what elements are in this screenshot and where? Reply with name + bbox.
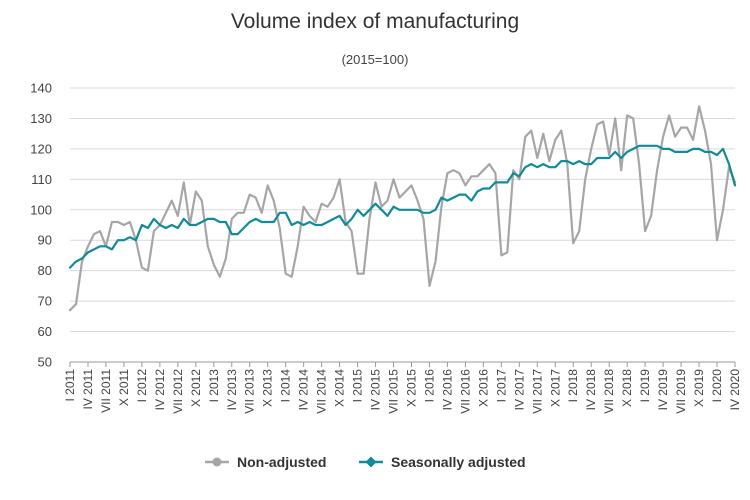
- series-line-non-adjusted: [68, 105, 737, 312]
- x-tick-label: IV 2019: [656, 369, 670, 411]
- x-tick-label: X 2017: [548, 369, 562, 407]
- x-tick-label: I 2017: [494, 369, 508, 403]
- x-tick-label: I 2019: [638, 369, 652, 403]
- x-tick-label: X 2016: [476, 369, 490, 407]
- legend-label-seasonally-adjusted: Seasonally adjusted: [391, 454, 526, 470]
- x-tick-label: VII 2016: [458, 369, 472, 414]
- y-axis-ticks: 50 60 70 80 90 100 110 120 130 140: [30, 81, 52, 370]
- y-tick-label: 80: [38, 263, 52, 278]
- x-tick-label: VII 2014: [315, 369, 329, 414]
- x-tick-label: VII 2017: [530, 369, 544, 414]
- x-tick-label: IV 2011: [81, 369, 95, 410]
- legend[interactable]: Non-adjusted Seasonally adjusted: [205, 454, 526, 470]
- x-tick-label: X 2015: [404, 369, 418, 407]
- series-lines: [68, 105, 737, 312]
- x-tick-label: I 2014: [279, 369, 293, 403]
- x-tick-label: VII 2018: [602, 369, 616, 414]
- y-tick-label: 50: [38, 355, 52, 370]
- chart-subtitle: (2015=100): [342, 52, 409, 67]
- chart-title: Volume index of manufacturing: [231, 10, 519, 33]
- y-tick-label: 60: [38, 324, 52, 339]
- x-tick-label: VII 2012: [171, 369, 185, 414]
- legend-marker-non-adjusted: [212, 457, 222, 467]
- x-tick-label: IV 2015: [369, 369, 383, 411]
- x-tick-label: I 2012: [135, 369, 149, 403]
- x-axis-ticks: I 2011 IV 2011 VII 2011 X 2011 I 2012 IV 2012…: [63, 362, 742, 414]
- x-tick-label: X 2012: [189, 369, 203, 407]
- y-tick-label: 110: [31, 172, 52, 187]
- x-tick-label: IV 2014: [297, 369, 311, 411]
- x-tick-label: I 2013: [207, 369, 221, 403]
- x-tick-label: X 2019: [692, 369, 706, 407]
- x-tick-label: I 2011: [63, 369, 77, 402]
- x-tick-label: X 2018: [620, 369, 634, 407]
- legend-label-non-adjusted: Non-adjusted: [237, 454, 326, 470]
- x-tick-label: I 2020: [710, 369, 724, 403]
- x-tick-label: X 2013: [261, 369, 275, 407]
- legend-item-seasonally-adjusted[interactable]: Seasonally adjusted: [359, 454, 526, 470]
- legend-item-non-adjusted[interactable]: Non-adjusted: [205, 454, 326, 470]
- legend-marker-seasonally-adjusted: [365, 456, 377, 468]
- x-tick-label: X 2014: [333, 369, 347, 407]
- x-tick-label: VII 2011: [99, 369, 113, 413]
- y-tick-label: 70: [38, 294, 52, 309]
- x-tick-label: IV 2020: [728, 369, 742, 411]
- x-tick-label: I 2015: [351, 369, 365, 403]
- y-tick-label: 100: [30, 202, 52, 217]
- x-tick-label: IV 2013: [225, 369, 239, 411]
- x-tick-label: I 2018: [566, 369, 580, 403]
- x-tick-label: VII 2015: [387, 369, 401, 414]
- y-tick-label: 90: [38, 233, 52, 248]
- y-tick-label: 130: [30, 111, 52, 126]
- y-tick-label: 140: [30, 81, 52, 96]
- x-tick-label: VII 2019: [674, 369, 688, 414]
- y-tick-label: 120: [30, 141, 52, 156]
- x-tick-label: IV 2018: [584, 369, 598, 411]
- series-line-seasonally-adjusted: [68, 144, 737, 269]
- x-tick-label: X 2011: [117, 369, 131, 406]
- x-tick-label: IV 2016: [440, 369, 454, 411]
- x-tick-label: IV 2012: [153, 369, 167, 411]
- x-tick-label: VII 2013: [243, 369, 257, 414]
- x-tick-label: IV 2017: [512, 369, 526, 411]
- x-tick-label: I 2016: [422, 369, 436, 403]
